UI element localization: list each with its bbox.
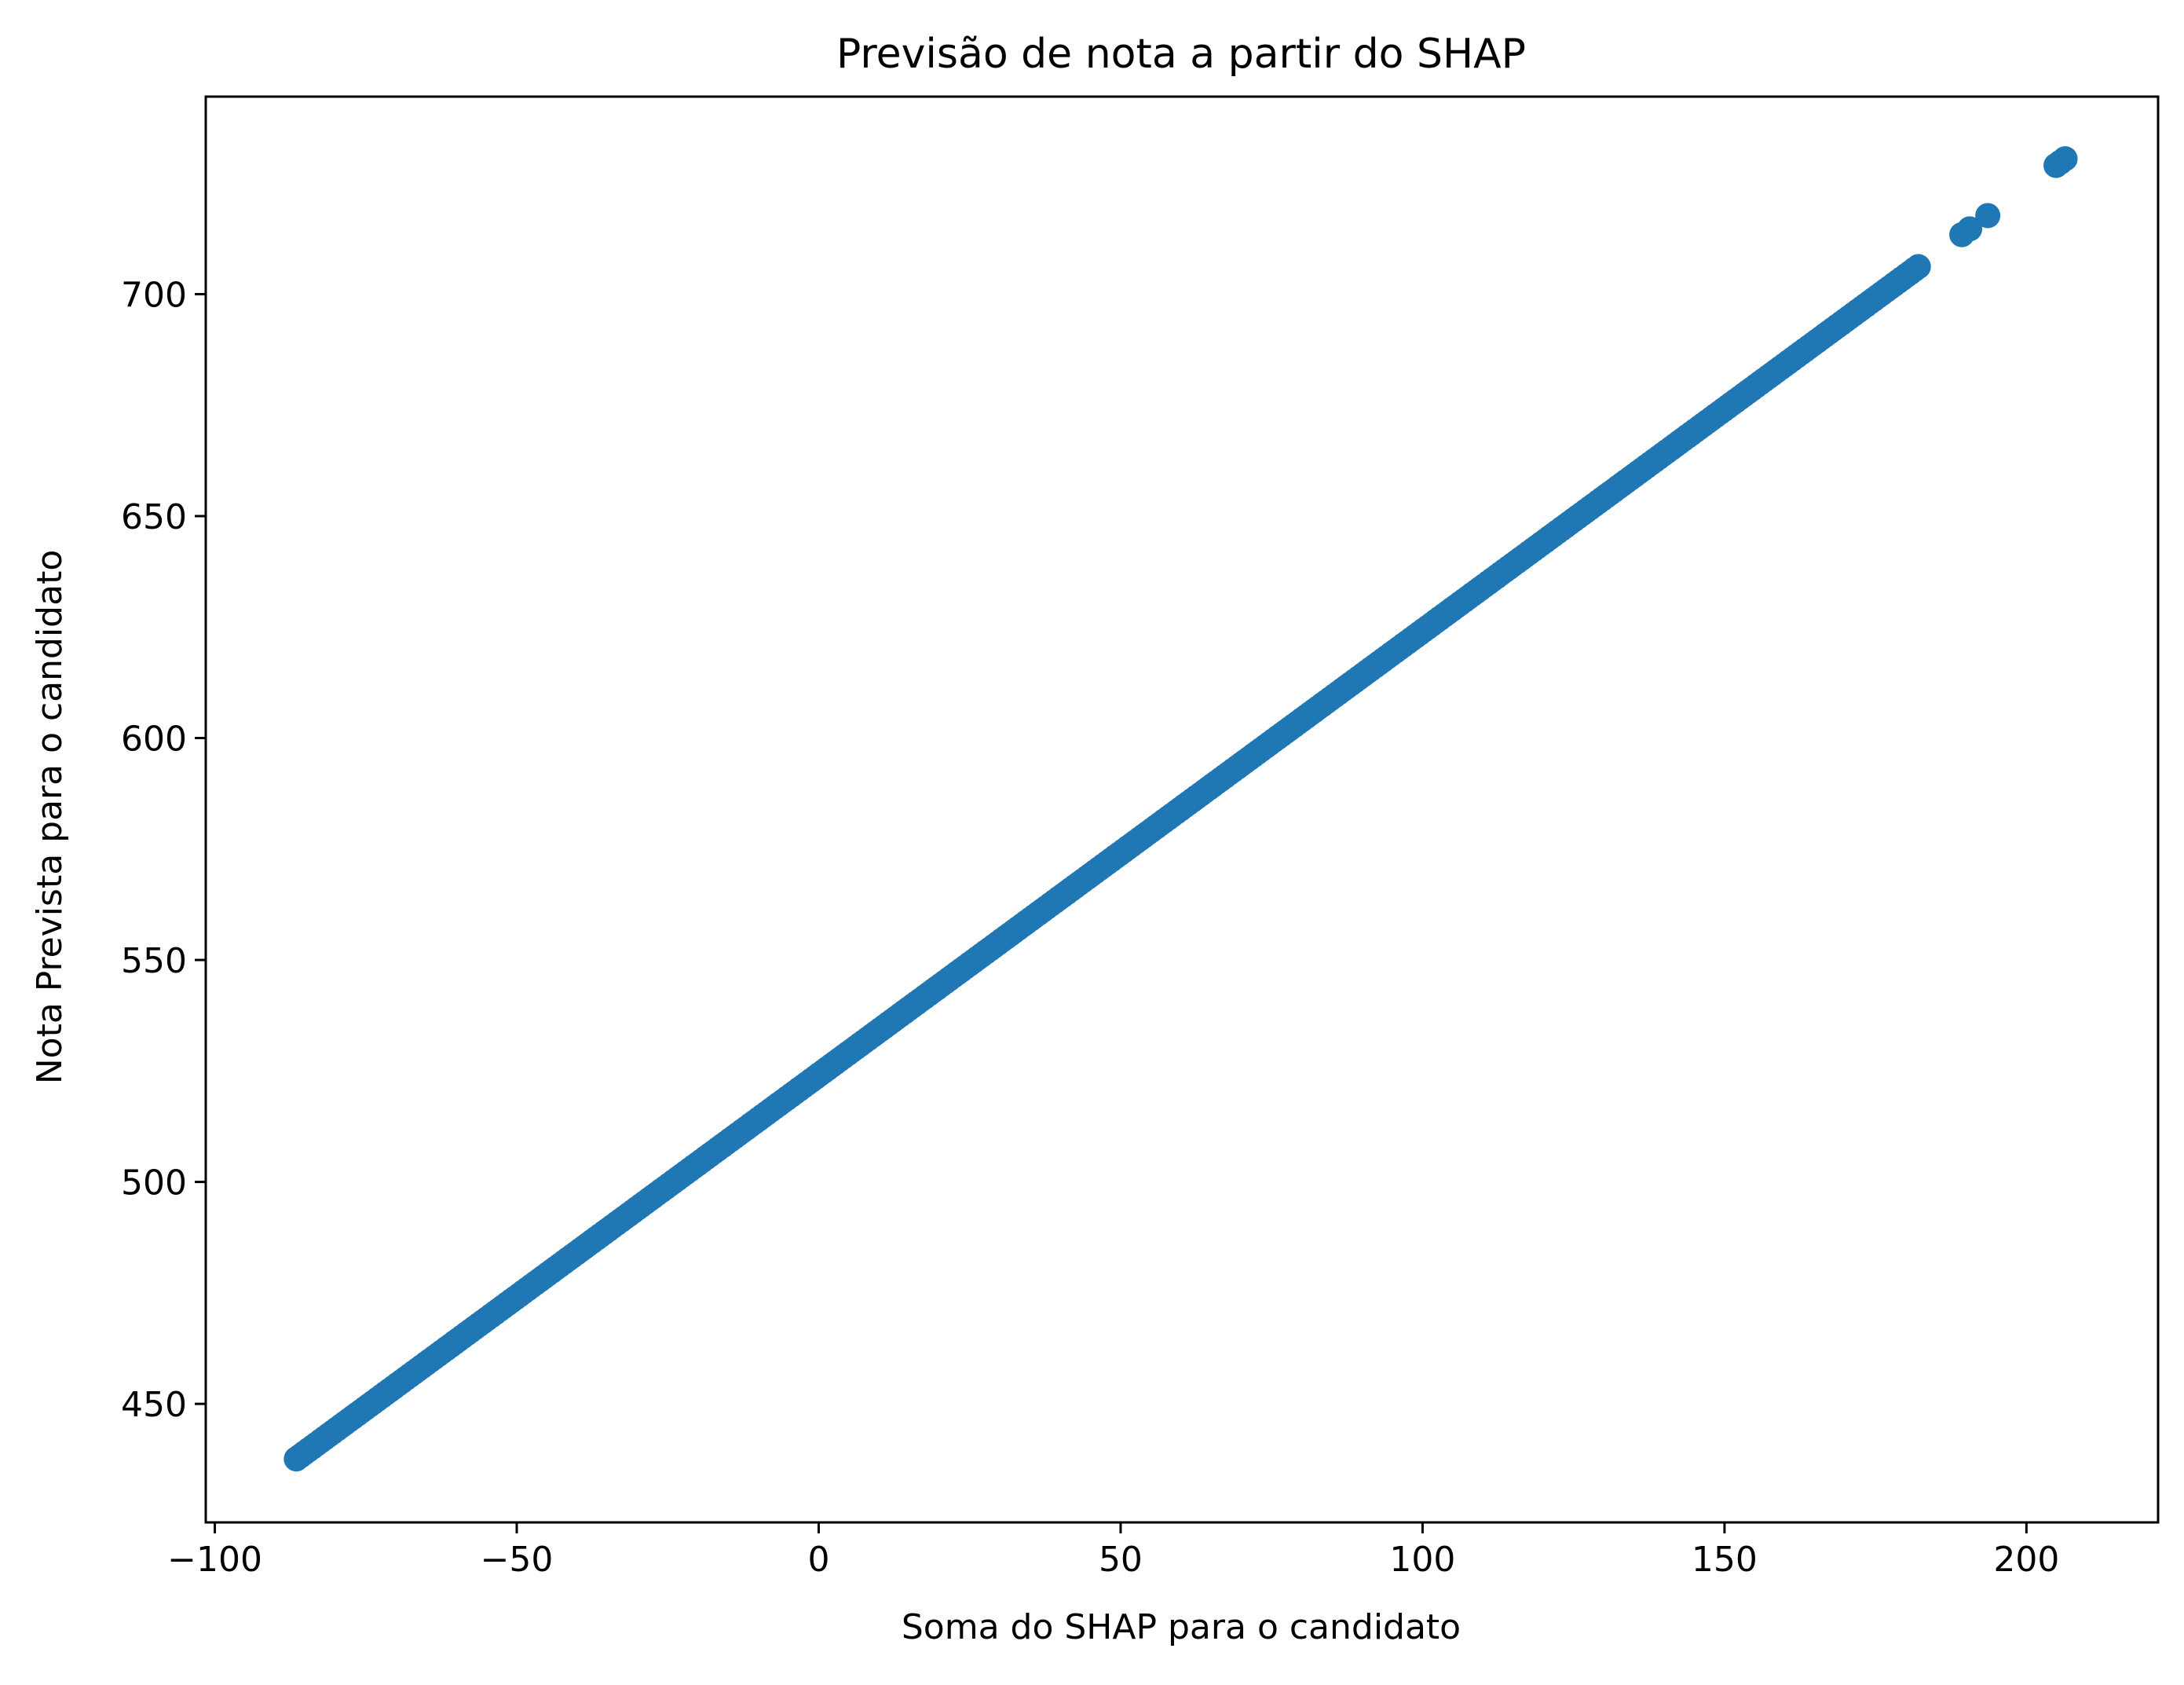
data-point [2052, 146, 2078, 172]
x-tick-label: 200 [1993, 1540, 2059, 1580]
y-tick-label: 450 [121, 1385, 187, 1425]
plot-frame [204, 95, 2160, 1524]
data-point [1957, 216, 1983, 242]
data-point [1975, 203, 2001, 229]
data-points [284, 146, 2078, 1472]
y-axis-label: Nota Prevista para o candidato [30, 550, 70, 1084]
y-tick-label: 500 [121, 1163, 187, 1203]
y-axis-ticks: 450 500 550 600 650 700 [121, 275, 206, 1425]
x-tick-label: 0 [807, 1540, 829, 1580]
x-axis-ticks: −100 −50 0 50 100 150 200 [167, 1522, 2059, 1580]
chart-title: Previsão de nota a partir do SHAP [836, 31, 1526, 78]
y-tick-label: 550 [121, 941, 187, 981]
x-axis-label: Soma do SHAP para o candidato [902, 1607, 1461, 1647]
data-point [1905, 254, 1931, 280]
x-tick-label: −50 [481, 1540, 554, 1580]
y-tick-label: 700 [121, 275, 187, 315]
y-tick-label: 600 [121, 720, 187, 760]
y-tick-label: 650 [121, 497, 187, 537]
x-tick-label: 100 [1389, 1540, 1455, 1580]
x-tick-label: −100 [167, 1540, 262, 1580]
x-tick-label: 50 [1099, 1540, 1143, 1580]
x-tick-label: 150 [1692, 1540, 1758, 1580]
